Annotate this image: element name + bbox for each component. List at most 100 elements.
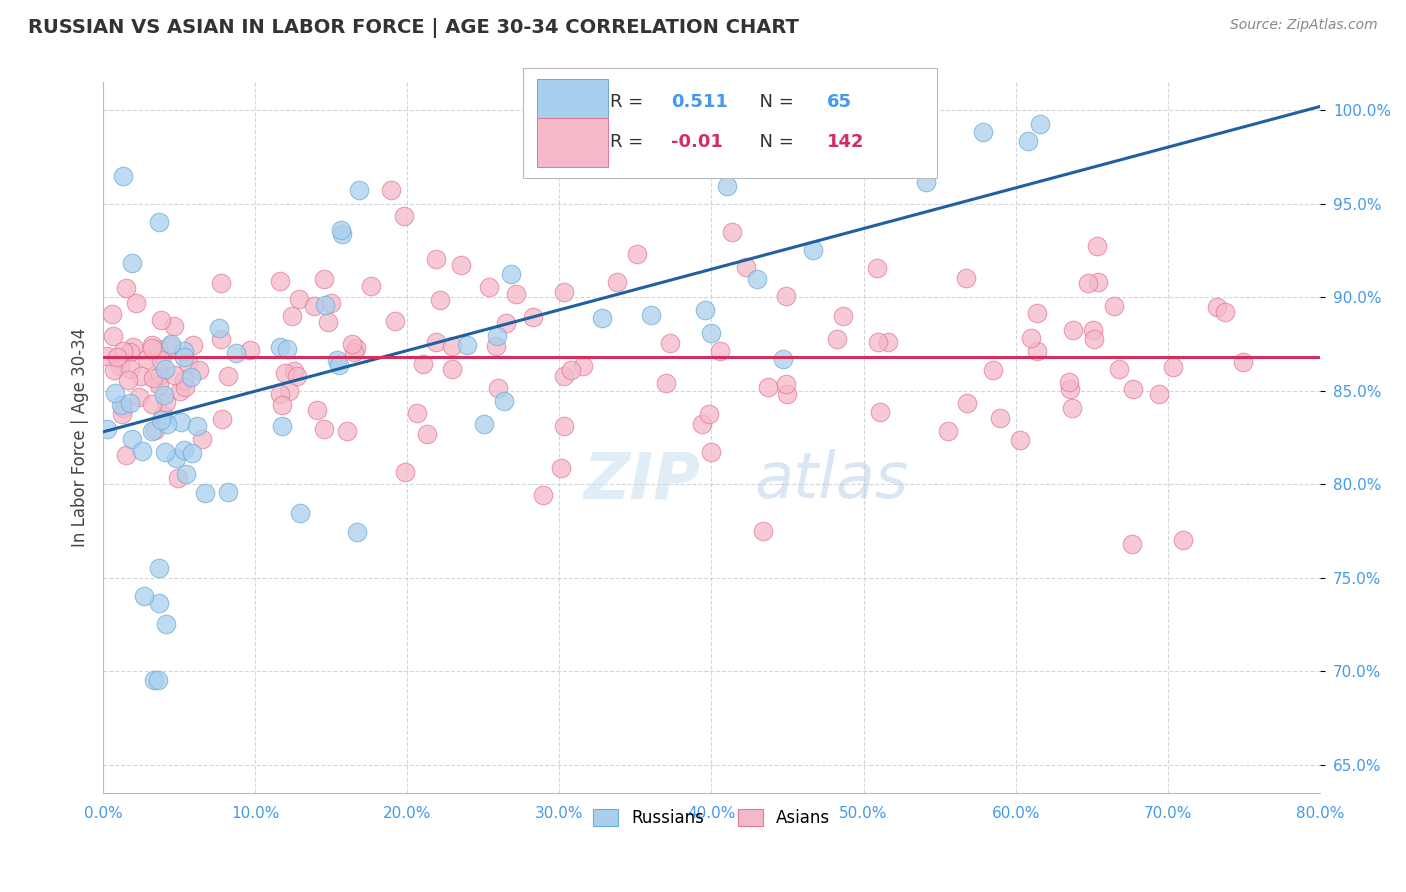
Point <box>104 385 127 400</box>
Point <box>486 381 509 395</box>
Point <box>269 274 291 288</box>
Point <box>1010 434 1032 448</box>
Point <box>485 328 508 343</box>
Point <box>149 413 172 427</box>
Point <box>108 359 131 374</box>
Point <box>211 276 233 290</box>
Point <box>1026 343 1049 358</box>
Point <box>149 368 172 383</box>
Point <box>129 368 152 383</box>
Point <box>120 396 142 410</box>
Text: Source: ZipAtlas.com: Source: ZipAtlas.com <box>1230 18 1378 32</box>
Point <box>550 460 572 475</box>
Point <box>1077 276 1099 290</box>
Point <box>745 272 768 286</box>
Text: R =: R = <box>610 133 650 151</box>
Point <box>188 363 211 377</box>
Point <box>270 418 292 433</box>
Point <box>450 258 472 272</box>
Point <box>148 342 170 356</box>
Point <box>305 403 328 417</box>
Point <box>148 378 170 392</box>
Point <box>148 215 170 229</box>
Point <box>709 343 731 358</box>
Point <box>776 387 799 401</box>
Point <box>160 337 183 351</box>
Point <box>695 302 717 317</box>
Point <box>1017 134 1039 148</box>
Point <box>103 329 125 343</box>
Point <box>217 369 239 384</box>
Point <box>405 406 427 420</box>
Point <box>501 268 523 282</box>
Point <box>553 368 575 383</box>
Point <box>328 358 350 372</box>
Point <box>183 338 205 352</box>
Point <box>640 308 662 322</box>
Point <box>1083 333 1105 347</box>
Point <box>700 444 723 458</box>
Point <box>606 275 628 289</box>
Point <box>153 444 176 458</box>
Point <box>319 295 342 310</box>
Point <box>360 278 382 293</box>
FancyBboxPatch shape <box>537 119 607 167</box>
Y-axis label: In Labor Force | Age 30-34: In Labor Force | Age 30-34 <box>72 328 89 547</box>
Point <box>314 422 336 436</box>
Point <box>278 384 301 399</box>
Point <box>269 340 291 354</box>
Point <box>425 335 447 350</box>
Point <box>472 417 495 431</box>
FancyBboxPatch shape <box>523 68 936 178</box>
Point <box>1102 299 1125 313</box>
Point <box>169 384 191 399</box>
Text: 0.511: 0.511 <box>671 93 728 112</box>
Point <box>141 424 163 438</box>
Point <box>560 363 582 377</box>
Point <box>153 362 176 376</box>
Point <box>1062 322 1084 336</box>
Point <box>173 373 195 387</box>
Point <box>146 673 169 688</box>
Point <box>208 321 231 335</box>
Point <box>690 417 713 432</box>
Point <box>342 337 364 351</box>
Point <box>772 352 794 367</box>
Point <box>141 397 163 411</box>
Point <box>155 417 177 431</box>
Point <box>522 310 544 325</box>
Point <box>1059 382 1081 396</box>
Point <box>915 175 938 189</box>
Point <box>239 343 262 358</box>
Point <box>118 362 141 376</box>
Point <box>659 335 682 350</box>
Point <box>217 485 239 500</box>
Point <box>956 396 979 410</box>
Text: 142: 142 <box>827 133 865 151</box>
Point <box>148 596 170 610</box>
Point <box>1029 117 1052 131</box>
Point <box>700 326 723 341</box>
Point <box>972 125 994 139</box>
Point <box>756 380 779 394</box>
Point <box>877 334 900 349</box>
Point <box>505 287 527 301</box>
Point <box>111 169 134 183</box>
Point <box>194 485 217 500</box>
Point <box>96 422 118 436</box>
Point <box>347 183 370 197</box>
Point <box>326 352 349 367</box>
Point <box>1161 359 1184 374</box>
Point <box>96 349 118 363</box>
Point <box>314 272 336 286</box>
Point <box>285 369 308 384</box>
Point <box>832 310 855 324</box>
Point <box>174 380 197 394</box>
Point <box>177 355 200 369</box>
Point <box>456 338 478 352</box>
Point <box>1108 362 1130 376</box>
Point <box>173 350 195 364</box>
Point <box>142 371 165 385</box>
Point <box>866 335 889 350</box>
Point <box>276 342 298 356</box>
